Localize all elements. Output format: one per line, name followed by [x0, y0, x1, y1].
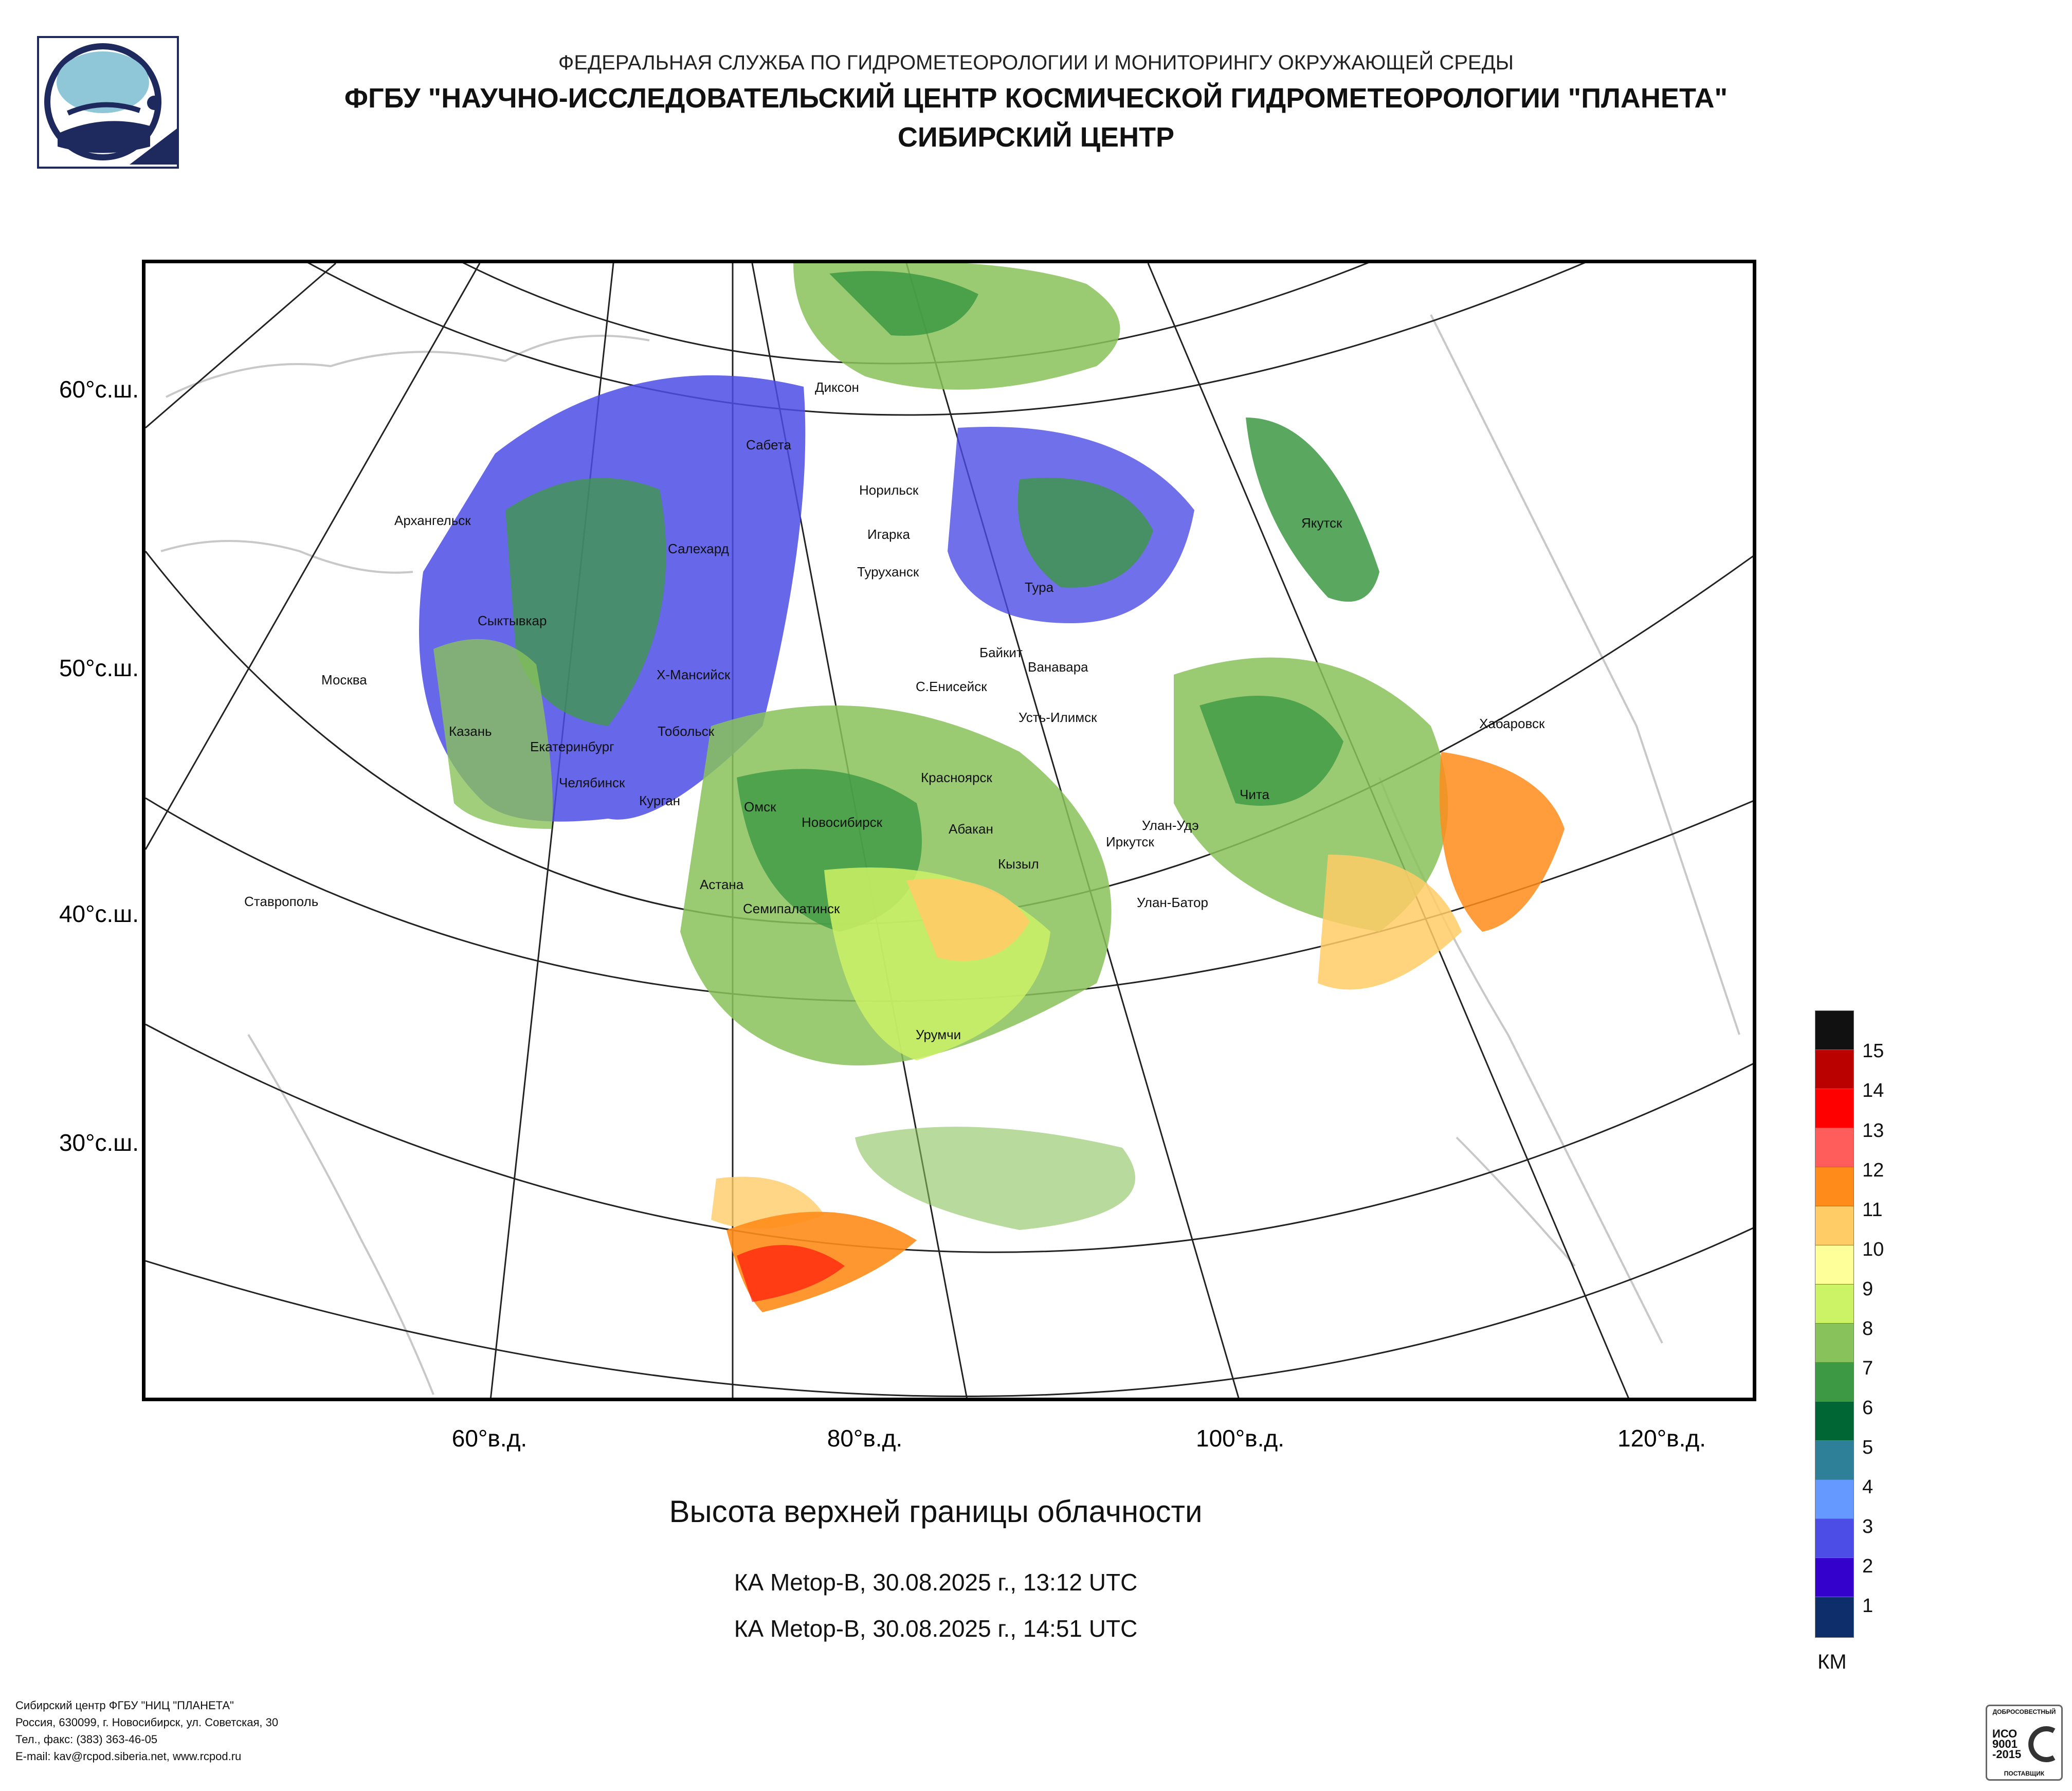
satellite-pass-2: КА Metop-B, 30.08.2025 г., 14:51 UTC: [734, 1615, 1138, 1642]
badge-iso-year: -2015: [1992, 1748, 2022, 1761]
legend-level-15: 15: [1862, 1040, 1884, 1062]
legend-level-12: 12: [1862, 1160, 1884, 1181]
footer-line: Россия, 630099, г. Новосибирск, ул. Сове…: [15, 1716, 279, 1729]
legend-level-8: 8: [1862, 1318, 1874, 1340]
city-label: Салехард: [668, 541, 729, 556]
lat-label-30: 30°с.ш.: [59, 1129, 139, 1156]
city-label: Байкит: [979, 645, 1023, 660]
legend-level-2: 2: [1862, 1555, 1874, 1577]
city-label: Архангельск: [394, 513, 471, 528]
city-label: Новосибирск: [802, 815, 882, 830]
legend-level-11: 11: [1862, 1199, 1883, 1221]
city-label: Казань: [449, 723, 492, 739]
city-label: Ванавара: [1028, 659, 1088, 675]
footer-line: E-mail: kav@rcpod.siberia.net, www.rcpod…: [15, 1750, 242, 1763]
legend-level-5: 5: [1862, 1437, 1874, 1458]
legend-level-14: 14: [1862, 1080, 1884, 1101]
legend-swatch: [1815, 1167, 1854, 1206]
footer-contacts: Сибирский центр ФГБУ "НИЦ "ПЛАНЕТА" Росс…: [15, 1697, 278, 1765]
city-label: Омск: [744, 799, 776, 815]
legend-unit: КМ: [1817, 1651, 1847, 1673]
lat-label-60: 60°с.ш.: [59, 376, 139, 403]
legend-level-10: 10: [1862, 1239, 1884, 1260]
header-org: ФЕДЕРАЛЬНАЯ СЛУЖБА ПО ГИДРОМЕТЕОРОЛОГИИ …: [558, 51, 1514, 74]
city-label: Сыктывкар: [478, 613, 547, 628]
city-label: Тобольск: [658, 723, 715, 739]
badge-iso-text: ИСО 9001 -2015: [1992, 1727, 2022, 1761]
footer-line: Сибирский центр ФГБУ "НИЦ "ПЛАНЕТА": [15, 1699, 234, 1712]
city-label: С.Енисейск: [916, 679, 987, 694]
city-label: Диксон: [815, 379, 859, 395]
legend-swatch: [1815, 1128, 1854, 1167]
badge-bottom-text: ПОСТАВЩИК: [2004, 1770, 2045, 1777]
legend-swatch: [1815, 1010, 1854, 1050]
badge-iso-number: 9001: [1992, 1738, 2018, 1750]
planeta-logo: [37, 36, 179, 169]
iso-badge: ДОБРОСОВЕСТНЫЙ ИСО 9001 -2015 ПОСТАВЩИК: [1986, 1705, 2063, 1781]
legend-swatch: [1815, 1558, 1854, 1597]
legend-swatch: [1815, 1518, 1854, 1558]
legend-swatch: [1815, 1245, 1854, 1285]
header-title: ФГБУ "НАУЧНО-ИССЛЕДОВАТЕЛЬСКИЙ ЦЕНТР КОС…: [344, 83, 1728, 114]
city-label: Курган: [639, 793, 681, 808]
legend-swatch: [1815, 1206, 1854, 1245]
city-label: Х-Мансийск: [657, 667, 731, 682]
city-label: Екатеринбург: [530, 739, 614, 754]
lon-label-100: 100°в.д.: [1196, 1425, 1284, 1452]
legend-swatch: [1815, 1089, 1854, 1128]
city-label: Челябинск: [559, 775, 625, 790]
badge-iso: ИСО: [1992, 1727, 2018, 1740]
badge-top-text: ДОБРОСОВЕСТНЫЙ: [1992, 1708, 2056, 1715]
legend-level-7: 7: [1862, 1358, 1874, 1379]
city-label: Тура: [1025, 580, 1054, 595]
city-label: Туруханск: [857, 564, 919, 580]
city-label: Улан-Удэ: [1142, 818, 1199, 833]
map-canvas: [146, 263, 1753, 1398]
legend-level-9: 9: [1862, 1278, 1874, 1300]
legend-swatch: [1815, 1284, 1854, 1324]
legend-swatch: [1815, 1362, 1854, 1402]
city-label: Иркутск: [1106, 834, 1154, 849]
legend-swatch: [1815, 1479, 1854, 1519]
city-label: Абакан: [949, 821, 993, 837]
legend-swatch: [1815, 1597, 1854, 1638]
city-label: Ставрополь: [244, 894, 319, 909]
city-label: Хабаровск: [1479, 716, 1545, 731]
cloud-cover: [419, 263, 1565, 1312]
legend-swatch: [1815, 1440, 1854, 1480]
legend-level-3: 3: [1862, 1516, 1874, 1537]
header-subtitle: СИБИРСКИЙ ЦЕНТР: [897, 122, 1175, 153]
legend-swatch: [1815, 1323, 1854, 1363]
city-label: Норильск: [859, 482, 919, 498]
city-label: Игарка: [867, 527, 910, 542]
legend-level-13: 13: [1862, 1120, 1884, 1142]
lat-label-50: 50°с.ш.: [59, 655, 139, 681]
city-label: Чита: [1240, 787, 1269, 802]
city-label: Москва: [321, 672, 367, 688]
legend-level-1: 1: [1862, 1595, 1874, 1617]
city-label: Семипалатинск: [743, 901, 840, 916]
badge-c-icon: [2028, 1726, 2056, 1762]
city-label: Усть-Илимск: [1019, 710, 1097, 725]
city-label: Сабета: [746, 437, 791, 453]
legend-swatch: [1815, 1401, 1854, 1441]
city-label: Красноярск: [921, 770, 992, 785]
city-label: Кызыл: [998, 856, 1039, 872]
city-label: Улан-Батор: [1137, 895, 1208, 910]
satellite-pass-1: КА Metop-B, 30.08.2025 г., 13:12 UTC: [734, 1569, 1138, 1596]
city-label: Урумчи: [916, 1027, 961, 1042]
lat-label-40: 40°с.ш.: [59, 900, 139, 927]
legend-level-6: 6: [1862, 1397, 1874, 1419]
legend-level-4: 4: [1862, 1476, 1874, 1498]
color-legend: [1815, 1010, 1856, 1640]
city-label: Якутск: [1301, 515, 1342, 531]
product-title: Высота верхней границы облачности: [669, 1494, 1203, 1529]
city-label: Астана: [700, 877, 744, 892]
lon-label-120: 120°в.д.: [1617, 1425, 1706, 1452]
lon-label-80: 80°в.д.: [827, 1425, 903, 1452]
legend-swatch: [1815, 1050, 1854, 1089]
lon-label-60: 60°в.д.: [451, 1425, 528, 1452]
cloud-top-height-map[interactable]: Диксон Сабета Норильск Архангельск Игарк…: [142, 260, 1756, 1401]
footer-line: Тел., факс: (383) 363-46-05: [15, 1733, 158, 1746]
